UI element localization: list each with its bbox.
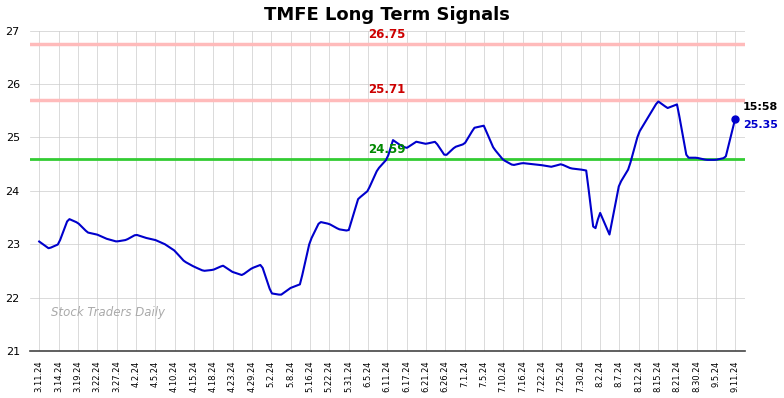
Text: 15:58: 15:58 (743, 102, 779, 112)
Text: 24.59: 24.59 (368, 143, 405, 156)
Text: 26.75: 26.75 (368, 28, 405, 41)
Text: 25.71: 25.71 (368, 83, 405, 96)
Title: TMFE Long Term Signals: TMFE Long Term Signals (264, 6, 510, 23)
Text: Stock Traders Daily: Stock Traders Daily (51, 306, 165, 319)
Text: 25.35: 25.35 (743, 120, 778, 130)
